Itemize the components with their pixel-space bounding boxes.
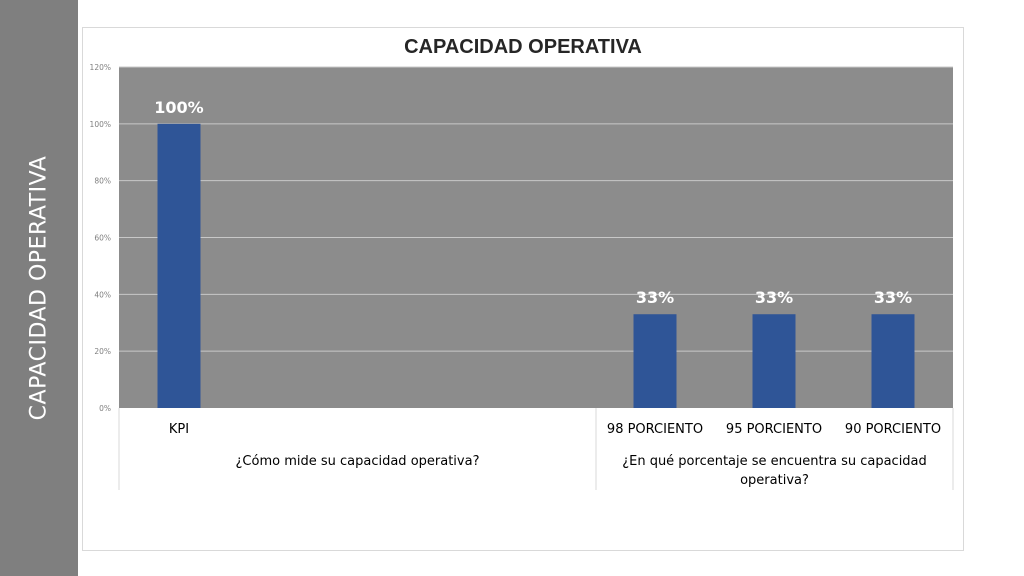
data-label: 100% bbox=[154, 98, 203, 117]
y-tick-label: 120% bbox=[90, 63, 111, 72]
group-label: ¿En qué porcentaje se encuentra su capac… bbox=[622, 454, 927, 488]
y-tick-label: 0% bbox=[99, 404, 111, 413]
data-label: 33% bbox=[874, 288, 912, 307]
bar bbox=[752, 314, 796, 408]
y-tick-label: 20% bbox=[94, 347, 111, 356]
side-bar bbox=[0, 0, 78, 576]
chart-title: CAPACIDAD OPERATIVA bbox=[404, 36, 642, 58]
bar bbox=[871, 314, 915, 408]
bar bbox=[157, 123, 201, 408]
y-tick-label: 40% bbox=[94, 290, 111, 299]
category-label: 95 PORCIENTO bbox=[726, 422, 822, 437]
category-label: KPI bbox=[169, 422, 189, 437]
data-label: 33% bbox=[755, 288, 793, 307]
bar bbox=[633, 314, 677, 408]
y-tick-label: 60% bbox=[94, 234, 111, 243]
category-label: 90 PORCIENTO bbox=[845, 422, 941, 437]
y-tick-label: 80% bbox=[94, 177, 111, 186]
data-label: 33% bbox=[636, 288, 674, 307]
y-tick-label: 100% bbox=[90, 120, 111, 129]
group-label: ¿Cómo mide su capacidad operativa? bbox=[236, 454, 480, 469]
category-label: 98 PORCIENTO bbox=[607, 422, 703, 437]
